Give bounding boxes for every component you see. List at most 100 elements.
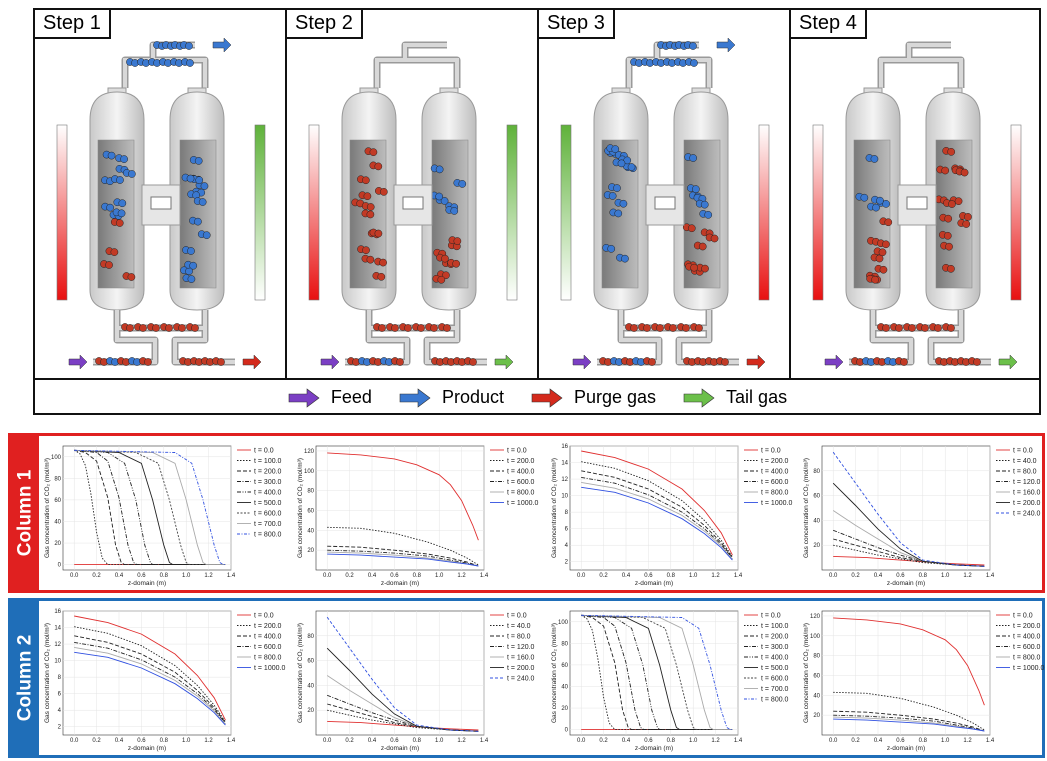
legend-entry: t = 200.0 (1013, 623, 1041, 630)
gas-molecule (122, 169, 136, 178)
series-line (327, 545, 479, 567)
y-axis-label: Gas concentration of CO₂ (mol/m³) (551, 458, 558, 558)
purge-molecule (386, 323, 399, 332)
series-line (581, 450, 733, 556)
product-arrow (716, 37, 736, 53)
x-tick-label: 0.8 (413, 573, 422, 579)
outlet-molecule (201, 357, 214, 366)
feed-molecule (106, 357, 119, 366)
bottom-pipe (345, 328, 411, 366)
left-gradient-bar (812, 124, 824, 301)
purge-molecule (373, 323, 386, 332)
y-tick-label: 6 (565, 527, 569, 533)
gas-molecule (870, 253, 884, 263)
top-pipe (373, 41, 447, 88)
series-line (581, 614, 733, 731)
y-tick-label: 80 (307, 634, 314, 640)
gas-molecule (369, 228, 383, 238)
product-molecule (674, 58, 687, 67)
legend-entry: t = 160.0 (507, 655, 535, 662)
legend-label: Feed (330, 387, 372, 407)
gas-molecule (695, 199, 709, 209)
legend-label: Purge gas (573, 387, 657, 407)
legend-entry: t = 0.0 (507, 613, 527, 620)
x-tick-label: 0.0 (829, 738, 838, 744)
legend-item-tail-gas: Tail gas (682, 387, 787, 408)
gas-molecule (957, 219, 971, 228)
gas-molecule (939, 213, 953, 223)
y-tick-label: 8 (58, 675, 62, 681)
outlet-molecule (683, 357, 696, 366)
x-tick-label: 0.2 (92, 738, 101, 744)
series-line (74, 449, 226, 566)
purge-molecule (412, 323, 425, 332)
right-gradient-bar (1010, 124, 1022, 301)
feed-molecule (117, 357, 130, 366)
gas-molecule (608, 183, 621, 192)
x-tick-label: 1.0 (435, 573, 444, 579)
gas-molecule (865, 154, 879, 163)
x-axis-label: z-domain (m) (887, 580, 925, 587)
legend-entry: t = 120.0 (1013, 479, 1041, 486)
y-tick-label: 40 (307, 528, 314, 534)
y-axis-label: Gas concentration of CO₂ (mol/m³) (297, 623, 304, 723)
y-tick-label: 10 (54, 659, 61, 665)
x-tick-label: 1.4 (480, 573, 489, 579)
series-line (581, 614, 733, 731)
bottom-pipe (849, 328, 915, 366)
x-axis-label: z-domain (m) (381, 745, 419, 752)
legend-item-product: Product (398, 387, 504, 408)
column-1-tab: Column 1 (11, 436, 39, 590)
y-tick-label: 0 (58, 563, 62, 569)
feed-molecule (380, 357, 393, 366)
legend-entry: t = 400.0 (254, 634, 282, 641)
y-axis-label: Gas concentration of CO₂ (mol/m³) (551, 623, 558, 723)
y-tick-label: 40 (813, 693, 820, 699)
x-tick-label: 0.2 (851, 573, 860, 579)
y-tick-label: 120 (810, 614, 821, 620)
y-tick-label: 8 (565, 510, 569, 516)
top-pipe (877, 41, 951, 88)
outlet-molecule (694, 357, 707, 366)
legend-entry: t = 600.0 (507, 479, 535, 486)
purge-molecule (134, 323, 147, 332)
x-tick-label: 1.4 (227, 738, 236, 744)
x-tick-label: 0.0 (577, 738, 586, 744)
gas-molecule (189, 216, 202, 226)
x-tick-label: 0.4 (874, 573, 883, 579)
outlet-arrow (242, 354, 262, 370)
legend-entry: t = 600.0 (761, 676, 789, 683)
gas-molecule (686, 184, 700, 193)
step-illustration (308, 41, 518, 370)
series-line (581, 486, 733, 561)
gas-molecule (603, 191, 617, 200)
gas-molecule (871, 195, 884, 205)
gas-molecule (358, 191, 372, 201)
x-tick-label: 1.2 (711, 573, 720, 579)
y-tick-label: 20 (307, 548, 314, 554)
gas-molecule (437, 270, 450, 280)
x-tick-label: 1.2 (963, 738, 972, 744)
gas-molecule (943, 199, 956, 208)
legend-arrow-icon (531, 387, 563, 408)
profile-plot-1: 0.0 0.2 0.4 0.6 0.8 1.0 1.2 1.4 0 20 40 60 80 100 z-do… (44, 445, 282, 587)
legend-entry: t = 300.0 (761, 644, 789, 651)
series-line (580, 614, 733, 731)
gas-molecule (873, 247, 887, 257)
legend-entry: t = 600.0 (1013, 644, 1041, 651)
series-line (326, 616, 479, 732)
gas-molecule (942, 146, 956, 156)
x-tick-label: 0.8 (667, 573, 676, 579)
x-axis-label: z-domain (m) (635, 580, 673, 587)
legend-entry: t = 200.0 (761, 458, 789, 465)
y-tick-label: 0 (565, 728, 569, 734)
step-panel-3: Step 3 (539, 10, 791, 378)
outlet-molecule (716, 357, 729, 366)
outlet-molecule (705, 357, 718, 366)
outlet-molecule (968, 357, 981, 366)
x-axis-label: z-domain (m) (381, 580, 419, 587)
gas-molecule (100, 260, 113, 269)
gas-molecule (372, 271, 386, 281)
product-molecule (652, 58, 665, 67)
column-2-tab: Column 2 (11, 601, 39, 755)
